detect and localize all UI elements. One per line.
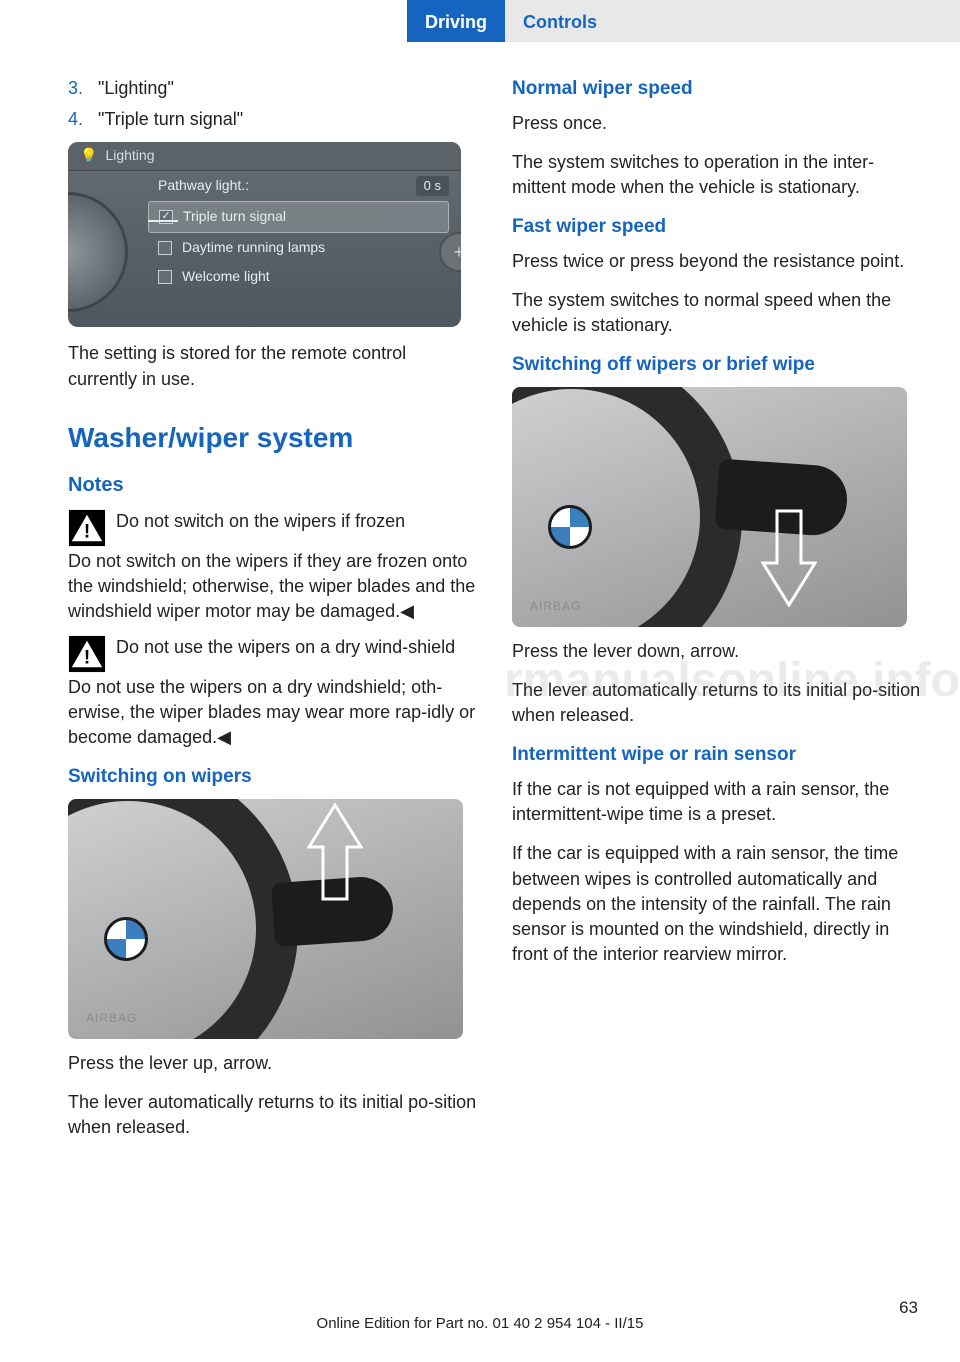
paragraph: The lever automatically returns to its i…: [512, 678, 922, 728]
paragraph: Press once.: [512, 111, 922, 136]
screenshot-titlebar: 💡 Lighting: [68, 142, 461, 171]
airbag-label: AIRBAG: [530, 598, 581, 615]
bmw-logo-icon: [548, 505, 592, 549]
note-title: Do not use the wipers on a dry wind‐shie…: [116, 635, 455, 673]
idrive-dial-icon: [68, 192, 128, 312]
row-label: Welcome light: [182, 267, 270, 287]
steering-wheel-icon: [512, 387, 742, 627]
arrow-up-icon: [307, 803, 363, 910]
paragraph: The lever automatically returns to its i…: [68, 1090, 478, 1140]
lighting-icon: 💡: [80, 146, 97, 166]
paragraph: The setting is stored for the remote con…: [68, 341, 478, 391]
wiper-lever-up-photo: AIRBAG: [68, 799, 463, 1039]
page-body: 3. "Lighting" 4. "Triple turn signal" + …: [0, 42, 960, 1154]
left-column: 3. "Lighting" 4. "Triple turn signal" + …: [68, 76, 478, 1154]
row-value: 0 s: [416, 176, 449, 196]
note-title: Do not switch on the wipers if frozen: [116, 509, 405, 547]
row-label: Pathway light.:: [158, 176, 249, 196]
subsub-heading: Switching on wipers: [68, 764, 478, 791]
row-label: Daytime running lamps: [182, 238, 325, 258]
list-number: 3.: [68, 76, 98, 101]
screenshot-row: Welcome light: [68, 262, 461, 292]
list-text: "Lighting": [98, 76, 174, 101]
note-body: Do not switch on the wipers if they are …: [68, 549, 478, 625]
footer-text: Online Edition for Part no. 01 40 2 954 …: [0, 1313, 960, 1334]
paragraph: Press twice or press beyond the resistan…: [512, 249, 922, 274]
warning-icon: !: [68, 635, 106, 673]
paragraph: If the car is equipped with a rain senso…: [512, 841, 922, 967]
checkbox-unchecked-icon: [158, 270, 172, 284]
checkbox-unchecked-icon: [158, 241, 172, 255]
subsection-heading: Notes: [68, 471, 478, 499]
subsub-heading: Normal wiper speed: [512, 76, 922, 103]
paragraph: The system switches to operation in the …: [512, 150, 922, 200]
pointer-line-icon: [148, 220, 178, 222]
list-item: 3. "Lighting": [68, 76, 478, 101]
right-column: Normal wiper speed Press once. The syste…: [512, 76, 922, 1154]
screenshot-row-highlighted: ✓ Triple turn signal: [148, 201, 449, 233]
note-body: Do not use the wipers on a dry windshiel…: [68, 675, 478, 751]
row-label: Triple turn signal: [183, 207, 286, 227]
paragraph: If the car is not equipped with a rain s…: [512, 777, 922, 827]
header-section: Driving: [407, 0, 505, 42]
warning-icon: !: [68, 509, 106, 547]
subsub-heading: Fast wiper speed: [512, 214, 922, 241]
list-text: "Triple turn signal": [98, 107, 243, 132]
screenshot-title: Lighting: [105, 146, 154, 166]
list-number: 4.: [68, 107, 98, 132]
list-item: 4. "Triple turn signal": [68, 107, 478, 132]
arrow-down-icon: [761, 507, 817, 614]
subsub-heading: Switching off wipers or brief wipe: [512, 352, 922, 379]
subsub-heading: Intermittent wipe or rain sensor: [512, 742, 922, 769]
paragraph: Press the lever up, arrow.: [68, 1051, 478, 1076]
wiper-lever-down-photo: AIRBAG: [512, 387, 907, 627]
paragraph: The system switches to normal speed when…: [512, 288, 922, 338]
paragraph: Press the lever down, arrow.: [512, 639, 922, 664]
header-chapter: Controls: [505, 0, 960, 42]
idrive-screenshot: + 💡 Lighting Pathway light.: 0 s ✓ Tripl…: [68, 142, 461, 327]
warning-note: ! Do not switch on the wipers if frozen …: [68, 509, 478, 625]
svg-text:!: !: [84, 521, 90, 542]
warning-note: ! Do not use the wipers on a dry wind‐sh…: [68, 635, 478, 751]
bmw-logo-icon: [104, 917, 148, 961]
screenshot-row: Pathway light.: 0 s: [68, 171, 461, 201]
svg-text:!: !: [84, 647, 90, 668]
airbag-label: AIRBAG: [86, 1010, 137, 1027]
section-heading: Washer/wiper system: [68, 418, 478, 457]
page-header: Driving Controls: [0, 0, 960, 42]
steering-wheel-icon: [68, 799, 298, 1039]
